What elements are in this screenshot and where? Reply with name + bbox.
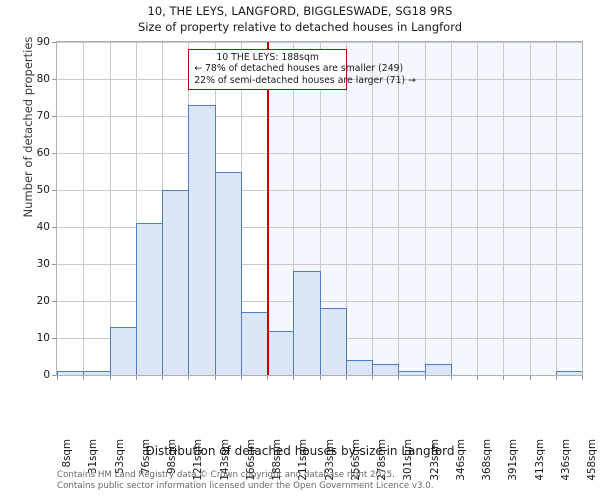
footer-attribution: Contains HM Land Registry data © Crown c…: [57, 470, 434, 492]
chart-subtitle: Size of property relative to detached ho…: [137, 20, 463, 34]
y-axis-tick-mark: [52, 338, 56, 339]
x-axis-tick-mark: [267, 376, 268, 380]
x-axis-tick-mark: [477, 376, 478, 380]
gridline-vertical: [556, 42, 557, 375]
y-axis-tick-mark: [52, 264, 56, 265]
x-axis-tick-mark: [424, 376, 426, 380]
gridline-vertical: [372, 42, 373, 375]
x-axis-tick-mark: [83, 376, 85, 380]
y-axis-tick-mark: [52, 190, 56, 191]
gridline-vertical: [110, 42, 111, 375]
gridline-vertical: [477, 42, 478, 375]
histogram-bar: [162, 190, 189, 375]
y-axis-tick-label: 80: [36, 73, 50, 85]
gridline-horizontal: [57, 153, 582, 154]
x-axis-tick-mark: [450, 376, 452, 380]
y-axis-tick-label: 70: [36, 110, 50, 122]
x-axis-tick-mark: [214, 376, 216, 380]
gridline-vertical: [503, 42, 504, 375]
y-axis-tick-mark: [52, 375, 56, 376]
gridline-vertical: [346, 42, 347, 375]
footer-line-2: Contains public sector information licen…: [57, 480, 434, 491]
x-axis-tick-mark: [582, 376, 583, 380]
x-axis-tick-mark: [555, 376, 557, 380]
y-axis-tick-label: 40: [36, 221, 50, 233]
y-axis-tick-mark: [52, 153, 56, 154]
gridline-vertical: [425, 42, 426, 375]
x-axis-tick-mark: [345, 376, 347, 380]
histogram-bar: [267, 330, 294, 375]
property-marker-line: [267, 42, 269, 375]
gridline-vertical: [136, 42, 137, 375]
annotation-line-2: ← 78% of detached houses are smaller (24…: [194, 63, 404, 75]
gridline-vertical: [398, 42, 399, 375]
histogram-bar: [215, 171, 242, 375]
y-axis-tick-label: 50: [36, 184, 50, 196]
histogram-bar: [136, 223, 163, 375]
histogram-bar: [293, 271, 321, 375]
y-axis-tick-label: 20: [36, 295, 50, 307]
gridline-horizontal: [57, 227, 582, 228]
x-axis-tick-mark: [529, 376, 531, 380]
gridline-vertical: [451, 42, 452, 375]
histogram-bar: [320, 308, 347, 375]
footer-line-1: Contains HM Land Registry data © Crown c…: [57, 470, 395, 480]
y-axis-tick-mark: [52, 227, 56, 228]
x-axis-tick-mark: [503, 376, 505, 380]
gridline-vertical: [530, 42, 531, 375]
chart-title: 10, THE LEYS, LANGFORD, BIGGLESWADE, SG1…: [147, 4, 453, 18]
x-axis-tick-mark: [319, 376, 321, 380]
y-axis-tick-mark: [52, 79, 56, 80]
histogram-bar: [241, 312, 268, 375]
gridline-horizontal: [57, 42, 582, 43]
annotation-line-3: 22% of semi-detached houses are larger (…: [194, 74, 416, 86]
y-axis-tick-label: 0: [43, 369, 50, 381]
x-axis-tick-mark: [188, 376, 190, 380]
y-axis-tick-label: 10: [36, 332, 50, 344]
x-axis-label: Distribution of detached houses by size …: [145, 444, 455, 458]
histogram-bar: [425, 363, 452, 375]
y-axis-tick-mark: [52, 301, 56, 302]
y-axis-tick-mark: [52, 116, 56, 117]
histogram-bar: [398, 371, 426, 375]
histogram-bar: [110, 326, 137, 375]
plot-area: [56, 41, 583, 376]
y-axis-tick-mark: [52, 42, 56, 43]
gridline-horizontal: [57, 190, 582, 191]
y-axis-tick-label: 30: [36, 258, 50, 270]
x-axis-tick-mark: [162, 376, 163, 380]
y-axis-tick-label: 60: [36, 147, 50, 159]
x-axis-tick-mark: [240, 376, 242, 380]
x-axis-tick-mark: [135, 376, 137, 380]
histogram-bar: [188, 104, 216, 375]
histogram-bar: [83, 371, 111, 375]
x-axis-tick-mark: [372, 376, 373, 380]
histogram-bar: [57, 371, 84, 375]
gridline-horizontal: [57, 264, 582, 265]
gridline-vertical: [83, 42, 84, 375]
histogram-bar: [346, 360, 373, 375]
property-annotation: 10 THE LEYS: 188sqm ← 78% of detached ho…: [188, 49, 416, 91]
x-axis-tick-mark: [293, 376, 295, 380]
gridline-vertical: [320, 42, 321, 375]
y-axis-label: Number of detached properties: [21, 36, 35, 218]
x-axis-tick-mark: [398, 376, 400, 380]
gridline-horizontal: [57, 116, 582, 117]
annotation-line-1: 10 THE LEYS: 188sqm: [216, 52, 319, 63]
histogram-bar: [556, 371, 582, 375]
histogram-bar: [372, 363, 399, 375]
y-axis-tick-label: 90: [36, 36, 50, 48]
x-axis-tick-mark: [109, 376, 111, 380]
gridline-vertical: [293, 42, 294, 375]
x-axis-tick-mark: [57, 376, 58, 380]
